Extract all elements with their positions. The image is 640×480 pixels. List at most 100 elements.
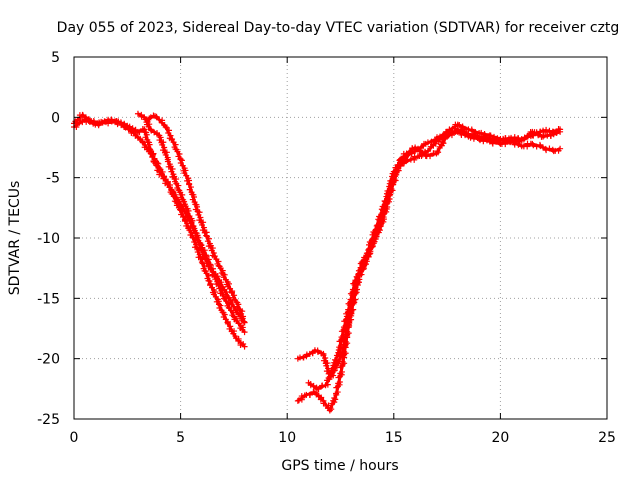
data-marker	[298, 393, 305, 400]
data-point	[134, 110, 141, 117]
data-marker	[324, 360, 331, 367]
data-marker	[301, 392, 308, 399]
data-marker	[145, 123, 152, 130]
data-marker	[546, 145, 553, 152]
y-axis-label: SDTVAR / TECUs	[7, 181, 23, 296]
data-marker	[325, 365, 332, 372]
data-marker	[546, 127, 553, 134]
data-marker	[169, 166, 176, 173]
data-marker	[469, 127, 476, 134]
data-marker	[370, 236, 377, 243]
data-marker	[205, 277, 212, 284]
data-marker	[478, 129, 485, 136]
data-marker	[319, 382, 326, 389]
data-marker	[374, 222, 381, 229]
y-tick-label: 5	[51, 50, 60, 66]
data-marker	[310, 388, 317, 395]
data-marker	[380, 216, 387, 223]
data-marker	[360, 260, 367, 267]
data-marker	[415, 145, 422, 152]
data-marker	[117, 119, 124, 126]
x-tick-label: 15	[385, 430, 403, 446]
data-marker	[344, 318, 351, 325]
data-marker	[425, 147, 432, 154]
x-tick-label: 20	[491, 430, 509, 446]
y-tick-label: -20	[37, 352, 60, 368]
data-point	[382, 198, 389, 205]
data-layer	[71, 110, 564, 414]
data-marker	[530, 132, 537, 139]
x-tick-label: 25	[598, 430, 616, 446]
data-marker	[547, 132, 554, 139]
y-tick-label: -25	[37, 412, 60, 428]
x-axis-label: GPS time / hours	[281, 458, 398, 474]
axes: 0 5 10 15 20 25 5 0 -5 -10 -15 -20 -25	[37, 50, 616, 446]
data-marker	[389, 170, 396, 177]
data-marker	[530, 142, 537, 149]
data-marker	[384, 187, 391, 194]
data-marker	[467, 132, 474, 139]
data-marker	[342, 328, 349, 335]
data-marker	[303, 351, 310, 358]
data-marker	[363, 250, 370, 257]
data-marker	[480, 133, 487, 140]
data-marker	[240, 313, 247, 320]
data-marker	[295, 397, 302, 404]
data-marker	[456, 121, 463, 128]
data-marker	[387, 177, 394, 184]
data-marker	[121, 122, 128, 129]
data-marker	[86, 119, 93, 126]
data-point	[294, 397, 301, 404]
data-marker	[552, 129, 559, 136]
data-marker	[314, 349, 321, 356]
data-marker	[336, 378, 343, 385]
data-marker	[471, 132, 478, 139]
x-tick-label: 0	[70, 430, 79, 446]
data-marker	[555, 147, 562, 154]
series-line	[297, 123, 561, 379]
data-marker	[240, 340, 247, 347]
data-marker	[99, 119, 106, 126]
data-marker	[340, 338, 347, 345]
data-marker	[239, 326, 246, 333]
data-marker	[139, 126, 146, 133]
data-marker	[196, 209, 203, 216]
data-marker	[240, 318, 247, 325]
data-marker	[317, 396, 324, 403]
data-marker	[105, 120, 112, 127]
data-marker	[166, 181, 173, 188]
data-marker	[349, 306, 356, 313]
data-marker	[555, 126, 562, 133]
data-marker	[378, 212, 385, 219]
data-point	[156, 116, 163, 123]
series-track-2	[71, 116, 248, 336]
data-marker	[200, 224, 207, 231]
data-marker	[192, 206, 199, 213]
data-marker	[498, 137, 505, 144]
series-track-7	[305, 126, 564, 393]
data-marker	[493, 136, 500, 143]
data-marker	[441, 134, 448, 141]
data-marker	[306, 350, 313, 357]
data-marker	[462, 130, 469, 137]
data-marker	[138, 113, 145, 120]
data-marker	[511, 134, 518, 141]
x-tick-label: 10	[278, 430, 296, 446]
x-tick-label: 5	[176, 430, 185, 446]
data-marker	[90, 120, 97, 127]
data-marker	[334, 389, 341, 396]
data-marker	[309, 349, 316, 356]
data-marker	[181, 198, 188, 205]
data-marker	[381, 197, 388, 204]
y-tick-label: -10	[37, 231, 60, 247]
data-marker	[418, 144, 425, 151]
data-marker	[356, 276, 363, 283]
data-point	[397, 156, 404, 163]
data-marker	[222, 291, 229, 298]
data-marker	[432, 140, 439, 147]
data-marker	[307, 391, 314, 398]
data-marker	[166, 127, 173, 134]
data-marker	[161, 144, 168, 151]
data-marker	[537, 128, 544, 135]
